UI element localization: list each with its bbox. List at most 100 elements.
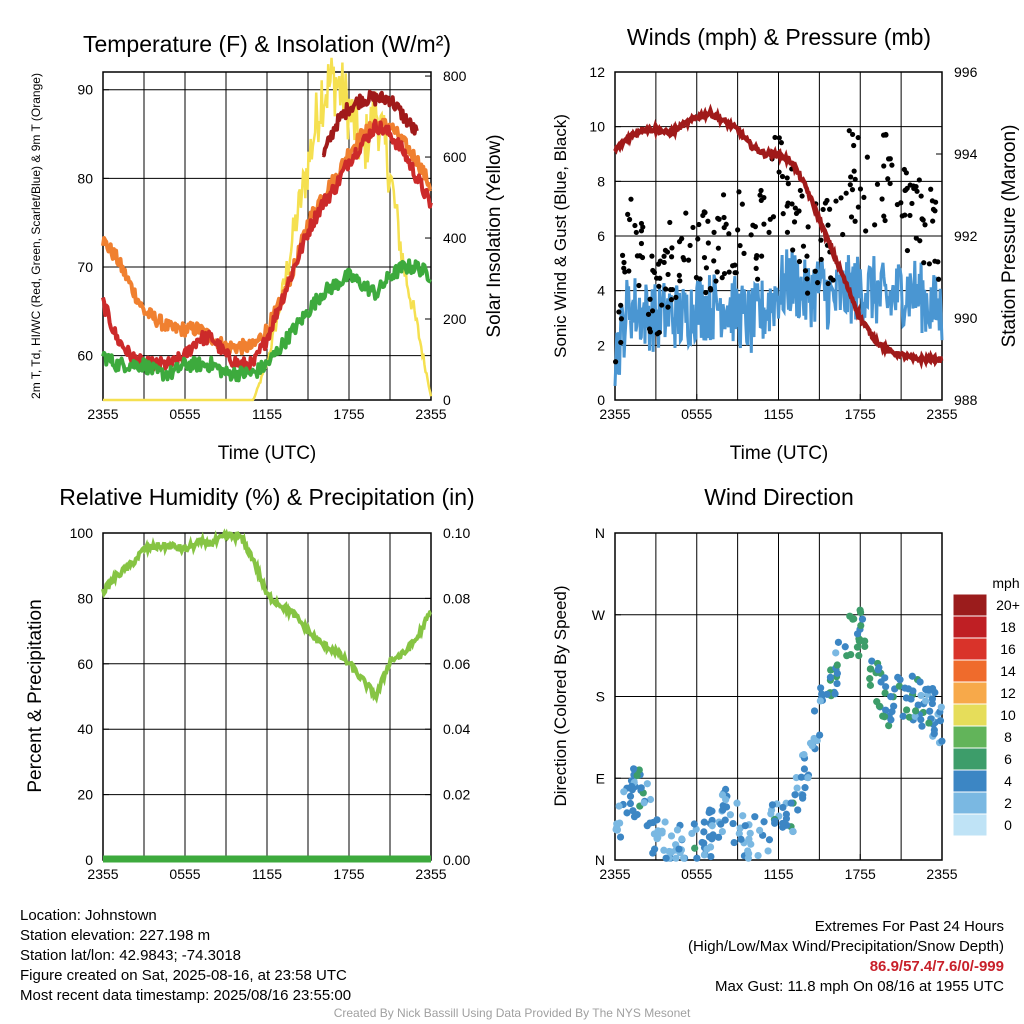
wind-direction-point <box>630 765 638 773</box>
wind-direction-point <box>902 694 910 702</box>
wind-chart-title: Winds (mph) & Pressure (mb) <box>627 24 931 50</box>
wind-gust-point <box>846 128 852 134</box>
wind-direction-point <box>911 707 920 715</box>
wind-direction-point <box>737 835 745 843</box>
wind-direction-point <box>729 819 737 828</box>
dir-ytick-label: N <box>595 525 605 541</box>
temp-y2tick-label: 400 <box>443 230 467 246</box>
wind-direction-point <box>700 818 708 826</box>
rh-xtick-label: 2355 <box>87 866 118 882</box>
wind-direction-point <box>810 707 819 715</box>
wind-gust-point <box>804 290 811 296</box>
wind-gust-point <box>879 196 885 202</box>
wind-gust-point <box>726 231 732 237</box>
wind-direction-point <box>703 845 711 853</box>
colorbar-swatch <box>952 703 988 727</box>
heat-index-line <box>321 89 419 158</box>
wind-gust-point <box>673 294 679 300</box>
wind-direction-point <box>833 661 841 669</box>
wind-gust-point <box>935 276 942 282</box>
wind-direction-point <box>880 713 889 721</box>
wind-gust-point <box>621 265 627 271</box>
temp-y2label: Solar Insolation (Yellow) <box>484 134 505 337</box>
wind-direction-point <box>914 701 922 709</box>
wind-direction-point <box>799 794 807 802</box>
colorbar-unit: mph <box>992 575 1019 591</box>
station-pressure-line <box>613 103 944 370</box>
wind-direction-point <box>794 806 802 814</box>
temp-ytick-label: 60 <box>77 348 93 364</box>
wind-gust-point <box>907 182 913 188</box>
wind-direction-point <box>626 799 635 808</box>
wind-gust-point <box>616 309 622 315</box>
rh-xtick-label: 1755 <box>333 866 364 882</box>
wind-gust-point <box>705 240 711 246</box>
wind-gust-point <box>848 174 854 180</box>
wind-direction-point <box>751 813 759 821</box>
wind-direction-point <box>818 690 826 698</box>
wind-gust-point <box>814 280 821 286</box>
wind-direction-point <box>853 630 862 638</box>
wind-gust-point <box>790 247 796 253</box>
wind-direction-point <box>662 854 670 862</box>
wind-direction-point <box>881 689 889 697</box>
wind-gust-point <box>719 275 725 281</box>
wind-direction-point <box>719 802 727 810</box>
colorbar-swatch <box>952 791 988 815</box>
wind-gust-point <box>852 218 858 224</box>
wind-gust-point <box>618 339 624 346</box>
wind-direction-point <box>654 827 662 835</box>
temp-xtick-label: 2355 <box>415 406 446 422</box>
wind-direction-point <box>754 851 762 860</box>
wind-direction-point <box>646 819 654 827</box>
wind-ytick-label: 12 <box>589 64 605 80</box>
wind-gust-point <box>855 134 861 141</box>
colorbar-swatch <box>952 593 988 617</box>
wind-gust-point <box>703 289 709 296</box>
wind-gust-point <box>638 220 645 227</box>
wind-gust-point <box>676 272 682 279</box>
colorbar-swatch <box>952 637 988 661</box>
wind-direction-point <box>668 848 676 856</box>
wind-direction-point <box>855 652 863 660</box>
rh-y2tick-label: 0.06 <box>443 656 470 672</box>
wind-direction-point <box>629 807 637 815</box>
info-elevation: Station elevation: 227.198 m <box>20 927 211 944</box>
colorbar-label: 0 <box>1004 817 1012 833</box>
wind-direction-point <box>832 649 840 657</box>
wind-gust-point <box>711 258 717 264</box>
wind-gust-point <box>918 193 924 199</box>
wind-gust-point <box>889 162 895 168</box>
wind-gust-point <box>861 194 867 200</box>
wind-gust-point <box>885 176 891 182</box>
wind-direction-point <box>661 818 669 826</box>
wind-gust-point <box>902 212 908 218</box>
wind-direction-point <box>726 811 734 819</box>
wind-gust-point <box>805 224 811 230</box>
wind-gust-point <box>735 227 741 233</box>
wind-direction-point <box>826 673 835 681</box>
wind-direction-point <box>730 838 738 847</box>
wind-gust-point <box>916 177 922 183</box>
wind-gust-point <box>818 237 824 243</box>
wind-direction-point <box>613 823 621 832</box>
wind-xtick-label: 2355 <box>926 406 957 422</box>
info-created: Figure created on Sat, 2025-08-16, at 23… <box>20 967 347 984</box>
wind-gust-point <box>697 276 703 282</box>
wind-gust-point <box>656 283 662 289</box>
wind-gust-point <box>797 187 803 194</box>
dir-ytick-label: E <box>596 770 605 786</box>
wind-direction-point <box>673 826 682 834</box>
wind-direction-point <box>874 666 882 674</box>
wind-direction-point <box>905 713 914 721</box>
wind-direction-point <box>834 638 843 646</box>
wind-direction-point <box>623 809 631 817</box>
wind-gust-point <box>748 232 754 238</box>
wind-direction-point <box>924 685 932 693</box>
colorbar-swatch <box>952 681 988 705</box>
wind-direction-point <box>857 621 865 630</box>
temp-y2tick-label: 600 <box>443 149 467 165</box>
wind-direction-point <box>700 851 709 859</box>
wind-gust-point <box>904 247 911 254</box>
